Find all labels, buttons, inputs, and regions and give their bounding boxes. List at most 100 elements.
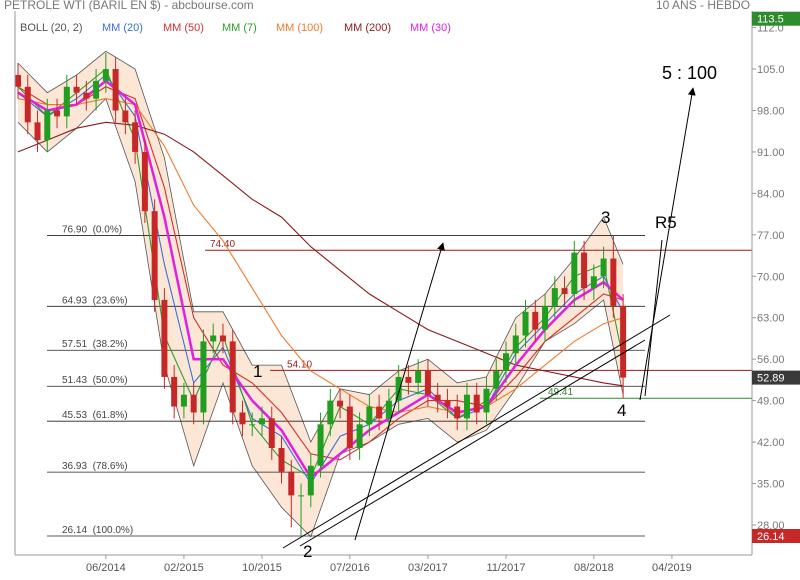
trendline: [299, 339, 646, 547]
candle-body: [424, 371, 431, 395]
chart-title: PETROLE WTI (BARIL EN $) - abcbourse.com: [4, 0, 254, 12]
y-tick-label: 42.00: [757, 437, 785, 449]
candle-body: [366, 406, 373, 425]
annotation: 2: [303, 542, 312, 561]
candle-body: [141, 151, 148, 212]
chart-subtitle: 10 ANS - HEBDO: [656, 0, 750, 12]
legend-entry: MM (100): [276, 22, 323, 34]
candle-body: [122, 110, 129, 123]
grid-layer: 76.90 (0.0%) 64.93 (23.6%) 57.51 (38.2%) 51…: [47, 224, 752, 537]
price-marker: [752, 11, 800, 26]
fib-label: 64.93 (23.6%): [62, 295, 128, 306]
fib-label: 26.14 (100.0%): [62, 525, 133, 536]
candle-body: [132, 122, 139, 152]
x-tick-label: 04/2019: [652, 562, 692, 574]
candle-body: [590, 276, 597, 289]
candle-body: [288, 471, 295, 496]
candle-body: [522, 311, 529, 336]
candle-body: [151, 211, 158, 300]
candle-body: [327, 400, 334, 425]
ma-line: [17, 98, 624, 414]
candle-body: [200, 341, 207, 413]
annotation: 1: [253, 362, 262, 381]
x-tick-label: 03/2017: [408, 562, 448, 574]
candle-body: [15, 74, 21, 87]
band-layer: [17, 50, 624, 538]
candle-body: [434, 394, 441, 401]
bollinger-upper: [17, 50, 624, 444]
candle-body: [259, 418, 265, 425]
candle-body: [73, 86, 80, 93]
legend-entry: BOLL (20, 2): [20, 22, 83, 34]
annotation: 3: [601, 208, 610, 227]
candle-body: [44, 110, 51, 141]
candle-body: [356, 424, 363, 449]
ma-line: [17, 79, 624, 480]
x-tick-label: 07/2016: [330, 562, 370, 574]
bollinger-lower: [17, 97, 624, 538]
candle-body: [190, 394, 197, 413]
price-marker-label: 52.89: [757, 373, 785, 385]
candle-body: [463, 394, 470, 419]
x-tick-label: 11/2017: [487, 562, 526, 574]
legend-entry: MM (30): [410, 22, 451, 34]
ma-layer: [17, 68, 624, 485]
candle-body: [542, 305, 549, 330]
y-tick-label: 84.00: [757, 188, 785, 200]
ma-line: [17, 121, 624, 387]
candle-body: [54, 110, 61, 117]
annotation: 5 : 100: [662, 63, 717, 83]
ma-line: [17, 68, 624, 479]
fib-label: 57.51 (38.2%): [62, 339, 128, 350]
bollinger-band: [18, 51, 624, 537]
candle-body: [346, 406, 353, 449]
x-tick-label: 10/2015: [242, 562, 282, 574]
target-arrow: [639, 87, 696, 401]
candle-body: [600, 258, 607, 277]
candle-body: [307, 465, 314, 496]
candle-body: [171, 376, 178, 407]
candle-body: [444, 400, 451, 407]
level-label: 49.41: [548, 387, 573, 398]
label-layer: BOLL (20, 2) MM (20) MM (50) MM (7) MM (100)…: [0, 0, 800, 561]
header-bg: [0, 0, 800, 11]
candle-body: [620, 305, 627, 378]
fib-label: 36.93 (78.6%): [62, 461, 128, 472]
fib-label: 51.43 (50.0%): [62, 375, 128, 386]
price-marker: [752, 528, 800, 543]
trend-arrow: [354, 242, 445, 541]
y-tick-label: 91.00: [757, 147, 785, 159]
candle-body: [581, 252, 588, 289]
y-tick-label: 56.00: [757, 354, 785, 366]
candle-body: [532, 311, 539, 330]
y-tick-label: 28.00: [757, 520, 785, 532]
annotation: 4: [617, 401, 626, 420]
y-tick-label: 70.00: [757, 271, 785, 283]
legend-entry: MM (20): [102, 22, 143, 34]
candle-body: [210, 335, 217, 342]
candle-body: [219, 335, 226, 342]
level-label: 74.40: [210, 239, 235, 250]
x-tick-label: 02/2015: [164, 562, 204, 574]
candle-body: [337, 400, 344, 407]
y-tick-label: 77.00: [757, 230, 785, 242]
y-tick-label: 35.00: [757, 479, 785, 491]
legend-entry: MM (50): [163, 22, 204, 34]
x-tick-label: 06/2014: [86, 562, 126, 574]
y-tick-label: 98.00: [757, 105, 785, 117]
candle-body: [34, 122, 41, 141]
candle-body: [395, 376, 402, 401]
candle-body: [503, 353, 509, 372]
y-tick-label: 49.00: [757, 396, 785, 408]
legend-entry: MM (200): [344, 22, 391, 34]
candle-body: [561, 288, 568, 295]
candle-body: [454, 406, 461, 419]
y-tick-label: 105.0: [757, 64, 785, 76]
candle-body: [161, 299, 168, 377]
trendline-layer: [282, 87, 696, 549]
candle-body: [610, 258, 617, 306]
level-label: 54.10: [287, 359, 312, 370]
price-marker: [752, 370, 800, 385]
